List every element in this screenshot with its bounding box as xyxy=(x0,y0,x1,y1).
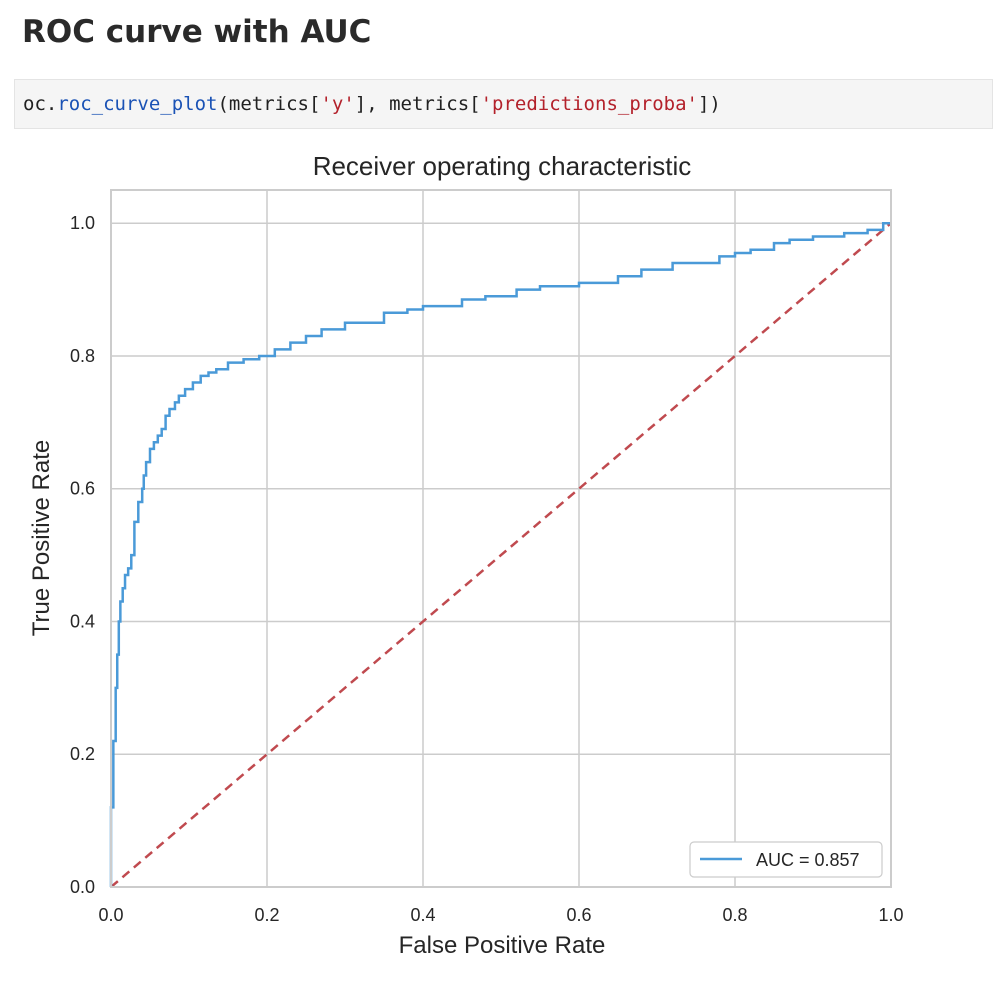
x-tick-label: 1.0 xyxy=(878,905,903,925)
code-function-name: roc_curve_plot xyxy=(57,93,218,115)
legend-box xyxy=(689,841,883,878)
code-cell[interactable]: oc.roc_curve_plot(metrics['y'], metrics[… xyxy=(14,79,993,129)
chance-diagonal-line xyxy=(110,222,892,888)
legend-label: AUC = 0.857 xyxy=(756,850,860,870)
code-arg1-prefix: (metrics[ xyxy=(217,93,321,115)
y-tick-label: 0.0 xyxy=(70,877,95,897)
y-axis-label: True Positive Rate xyxy=(28,440,55,637)
y-tick-label: 0.8 xyxy=(70,346,95,366)
roc-curve-line xyxy=(109,221,891,887)
x-tick-label: 0.6 xyxy=(566,905,591,925)
series-layer xyxy=(109,221,892,888)
code-suffix: ]) xyxy=(697,93,721,115)
x-tick-label: 0.0 xyxy=(98,905,123,925)
roc-chart: Receiver operating characteristic 0.0 0.2… xyxy=(28,151,904,959)
legend: AUC = 0.857 xyxy=(689,841,883,878)
code-arg2-key: 'predictions_proba' xyxy=(480,93,698,115)
x-tick-label: 0.4 xyxy=(410,905,435,925)
plot-area xyxy=(111,190,891,887)
y-tick-label: 1.0 xyxy=(70,213,95,233)
x-axis-label: False Positive Rate xyxy=(399,932,606,959)
section-heading: ROC curve with AUC xyxy=(22,14,372,50)
chart-title: Receiver operating characteristic xyxy=(313,151,692,181)
y-tick-label: 0.2 xyxy=(70,744,95,764)
y-tick-label: 0.4 xyxy=(70,611,95,631)
code-arg2-prefix: ], metrics[ xyxy=(354,93,481,115)
tick-labels: 0.0 0.2 0.4 0.6 0.8 1.0 0.0 0.2 0.4 0.6 0.8 1.0 xyxy=(70,213,904,925)
x-tick-label: 0.2 xyxy=(254,905,279,925)
code-module: oc. xyxy=(23,93,58,115)
plot-frame xyxy=(110,189,892,888)
x-tick-label: 0.8 xyxy=(722,905,747,925)
y-tick-label: 0.6 xyxy=(70,479,95,499)
code-arg1-key: 'y' xyxy=(320,93,355,115)
